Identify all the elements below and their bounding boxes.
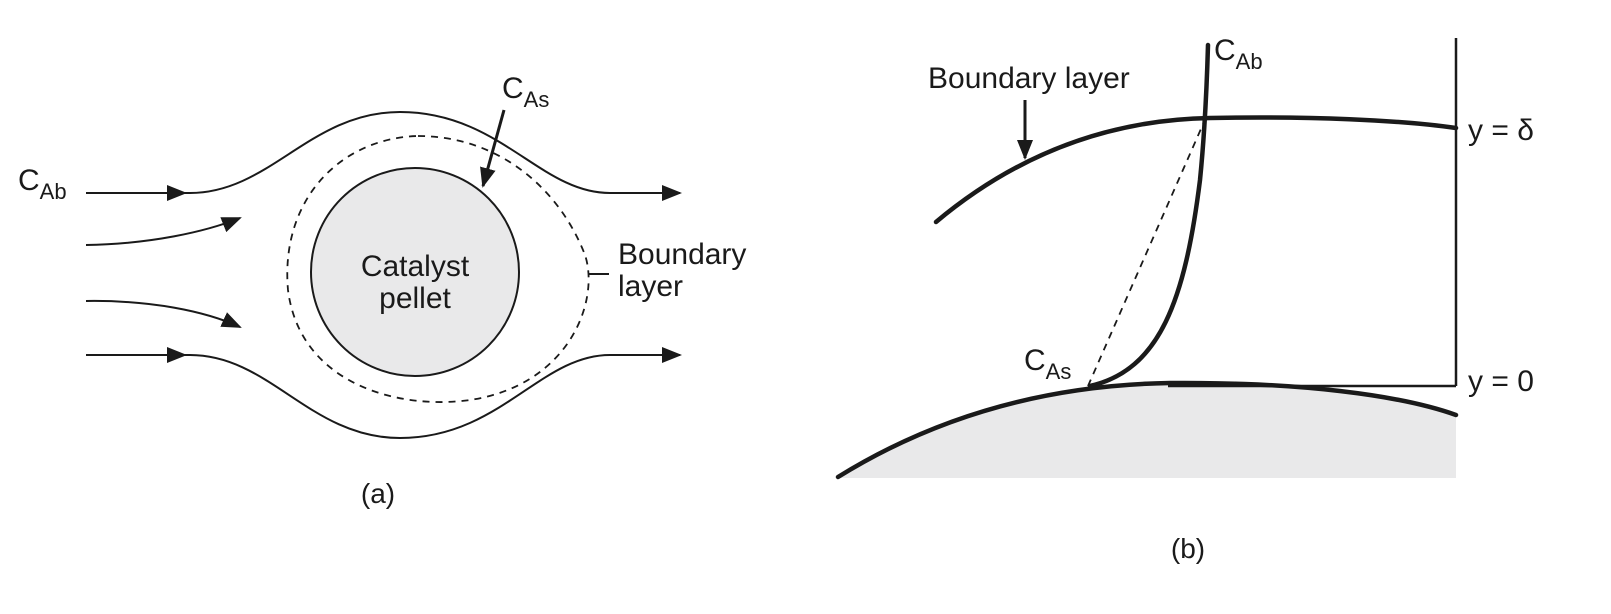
bulk-concentration-label-b: CAb	[1214, 34, 1263, 74]
surface-concentration-label-a: CAs	[502, 72, 549, 112]
panel-a: Catalyst pellet CAb CAs Boundary layer (…	[18, 72, 746, 509]
boundary-layer-label-line1: Boundary	[618, 238, 746, 271]
streamline-top	[86, 110, 680, 194]
streamline-lower-deflect	[85, 299, 242, 328]
streamline-bottom	[86, 354, 680, 440]
bulk-concentration-label-a: CAb	[18, 164, 67, 204]
linear-approximation-dashed	[1087, 121, 1205, 387]
pellet-surface-curve	[835, 380, 1459, 480]
boundary-layer-label-b: Boundary layer	[928, 62, 1130, 95]
y-delta-label: y = δ	[1468, 114, 1534, 147]
caption-b: (b)	[1171, 533, 1205, 564]
pellet-label-line2: pellet	[379, 282, 451, 315]
pellet-surface-fill	[838, 382, 1456, 478]
catalyst-pellet	[310, 167, 520, 377]
caption-a: (a)	[361, 478, 395, 509]
concentration-profile	[1087, 42, 1211, 389]
boundary-layer-label-line2: layer	[618, 270, 683, 303]
pellet-label-line1: Catalyst	[361, 250, 470, 283]
surface-concentration-arrow	[480, 109, 506, 188]
y-zero-label: y = 0	[1468, 365, 1534, 398]
boundary-layer-top-curve	[933, 115, 1459, 225]
surface-concentration-label-b: CAs	[1024, 344, 1071, 384]
streamline-upper-deflect	[85, 217, 242, 246]
panel-b: Boundary layer CAb CAs y = δ y = 0 (b)	[835, 34, 1534, 564]
